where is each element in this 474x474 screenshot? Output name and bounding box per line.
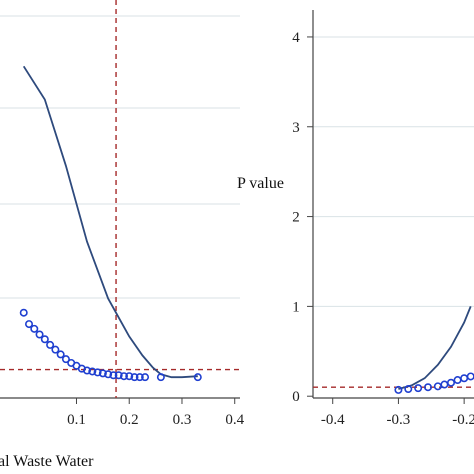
left-scatter-point xyxy=(30,324,39,333)
left-scatter-point xyxy=(109,371,118,380)
left-curve-line xyxy=(22,65,198,379)
right-x-ticks: -0.4 -0.3 -0.2 xyxy=(321,398,474,428)
right-scatter-point xyxy=(423,383,432,392)
left-x-ticks: 0.1 0.2 0.3 0.4 xyxy=(67,398,245,428)
left-x-axis-label: al Waste Water xyxy=(0,453,94,470)
right-scatter-point xyxy=(453,376,462,385)
right-scatter-point xyxy=(440,380,449,389)
left-scatter-point xyxy=(40,335,49,344)
left-scatter-point xyxy=(125,372,134,381)
right-panel: 0 1 2 3 4 -0.4 -0.3 -0.2 P value xyxy=(237,10,474,428)
right-x-tick-label: -0.2 xyxy=(452,412,474,428)
left-scatter-point xyxy=(46,340,55,349)
right-scatter-point xyxy=(433,382,442,391)
left-panel: 0.1 0.2 0.3 0.4 al Waste Water xyxy=(0,0,245,470)
left-scatter-point xyxy=(130,373,139,382)
left-x-tick-label: 0.1 xyxy=(67,412,86,428)
left-scatter-point xyxy=(119,372,128,381)
right-y-axis-label: P value xyxy=(237,175,284,192)
left-series xyxy=(19,65,202,382)
left-scatter-point xyxy=(35,330,44,339)
left-scatter-point xyxy=(104,370,113,379)
right-scatter-point xyxy=(446,378,455,387)
right-scatter-point xyxy=(466,372,474,381)
left-reference-lines xyxy=(0,0,240,398)
left-scatter-point xyxy=(83,366,92,375)
left-x-tick-label: 0.4 xyxy=(225,412,244,428)
left-scatter-point xyxy=(141,373,150,382)
left-x-tick-label: 0.3 xyxy=(173,412,192,428)
left-scatter-point xyxy=(61,355,70,364)
right-y-tick-label: 0 xyxy=(292,389,300,405)
left-scatter-point xyxy=(19,308,28,317)
left-scatter-point xyxy=(114,371,123,380)
left-scatter-point xyxy=(51,345,60,354)
left-scatter-point xyxy=(156,373,165,382)
right-series xyxy=(394,306,474,394)
right-y-tick-label: 2 xyxy=(292,210,300,226)
left-scatter-point xyxy=(135,373,144,382)
left-scatter-point xyxy=(193,373,202,382)
right-scatter-point xyxy=(404,385,413,394)
left-scatter-point xyxy=(56,350,65,359)
left-scatter-point xyxy=(25,320,34,329)
right-scatter-point xyxy=(414,384,423,393)
right-x-tick-label: -0.3 xyxy=(387,412,411,428)
left-scatter-point xyxy=(98,369,107,378)
left-x-tick-label: 0.2 xyxy=(120,412,139,428)
right-y-tick-label: 3 xyxy=(292,120,300,136)
right-y-ticks: 0 1 2 3 4 xyxy=(292,30,313,405)
right-scatter-point xyxy=(460,374,469,383)
right-gridlines xyxy=(313,36,474,307)
right-y-tick-label: 4 xyxy=(292,30,300,46)
right-scatter-point xyxy=(394,385,403,394)
right-curve-line xyxy=(398,306,472,390)
left-gridlines xyxy=(0,15,240,299)
right-x-tick-label: -0.4 xyxy=(321,412,345,428)
left-scatter-point xyxy=(88,367,97,376)
right-y-tick-label: 1 xyxy=(292,299,300,315)
left-scatter-point xyxy=(93,368,102,377)
